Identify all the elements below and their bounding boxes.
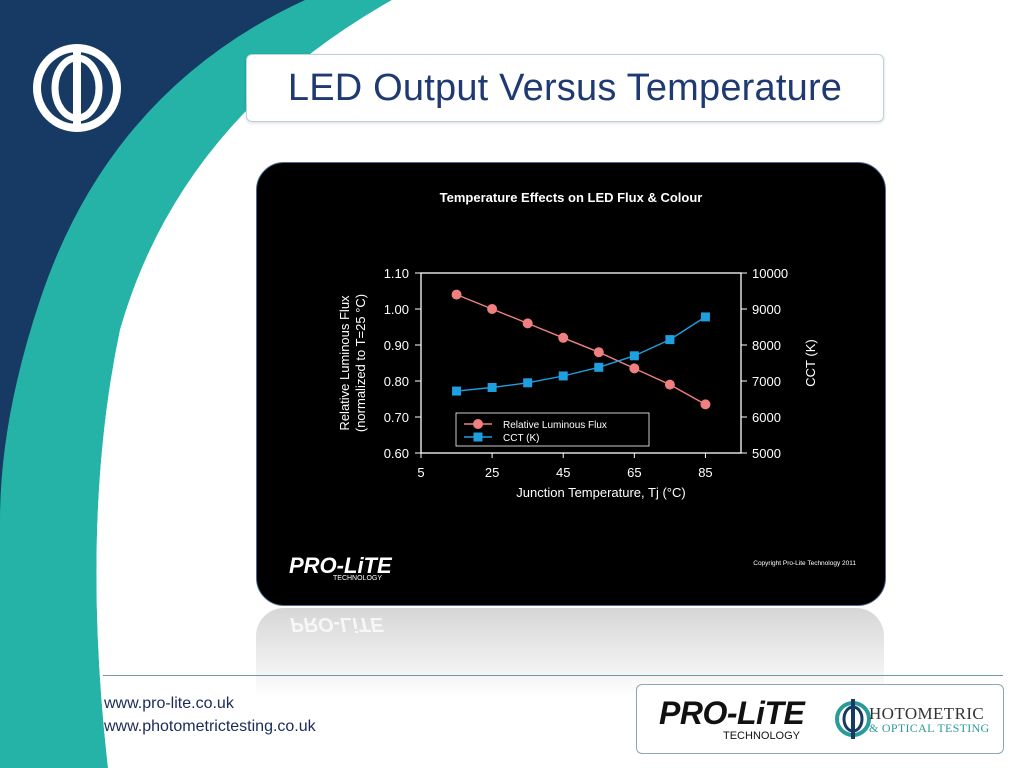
- flux-point: [629, 363, 640, 374]
- flux-point: [700, 399, 711, 410]
- y2-tick-label: 5000: [752, 446, 781, 461]
- legend-swatch-marker: [473, 419, 483, 429]
- legend-label: Relative Luminous Flux: [503, 420, 607, 431]
- cct-point: [594, 362, 604, 372]
- flux-point: [558, 332, 569, 343]
- teal-swoosh: [0, 0, 392, 768]
- cct-point: [523, 378, 533, 388]
- cct-point: [665, 335, 675, 345]
- y2-tick-label: 9000: [752, 302, 781, 317]
- y2-tick-label: 10000: [752, 266, 788, 281]
- reflection-wordmark: PRO-LiTE: [290, 613, 384, 635]
- y2-axis-label: CCT (K): [803, 339, 818, 386]
- phi-photometric-logo-icon: [835, 699, 871, 739]
- chart-panel: Temperature Effects on LED Flux & Colour…: [256, 162, 886, 606]
- copyright-note: Copyright Pro-Lite Technology 2011: [753, 560, 856, 567]
- cct-point: [629, 351, 639, 361]
- plot-frame: [420, 272, 742, 454]
- flux-point: [593, 347, 604, 358]
- x-tick-label: 65: [627, 465, 641, 480]
- y2-tick-label: 6000: [752, 410, 781, 425]
- title-box: LED Output Versus Temperature: [246, 54, 884, 122]
- prolite-technology: TECHNOLOGY: [333, 575, 382, 582]
- series-line-1: [456, 293, 706, 406]
- y-tick-label: 0.70: [384, 410, 409, 425]
- slide-title: LED Output Versus Temperature: [287, 66, 843, 109]
- legend-box: [455, 412, 650, 447]
- flux-point: [522, 318, 533, 329]
- series-line-2: [456, 316, 706, 392]
- chart: Temperature Effects on LED Flux & Colour…: [289, 190, 856, 582]
- y-axis-label: Relative Luminous Flux(normalized to T=2…: [337, 294, 368, 432]
- x-tick-label: 85: [698, 465, 712, 480]
- y-tick-label: 0.90: [384, 338, 409, 353]
- x-axis-label: Junction Temperature, Tj (°C): [516, 485, 685, 500]
- legend-label: CCT (K): [503, 433, 539, 444]
- flux-point: [487, 304, 498, 314]
- footer-prolite-technology: TECHNOLOGY: [723, 730, 801, 742]
- cct-point: [700, 312, 710, 322]
- footer-prolite-wordmark: PRO-LiTE: [659, 695, 805, 731]
- photometric-word: HOTOMETRIC: [869, 704, 985, 723]
- legend: Relative Luminous Flux CCT (K): [455, 412, 650, 447]
- footer-divider: [103, 675, 1003, 676]
- x-tick-label: 25: [485, 465, 499, 480]
- y2-tick-label: 8000: [752, 338, 781, 353]
- phi-circle-logo-icon: [33, 44, 121, 132]
- optical-testing-word: & OPTICAL TESTING: [869, 721, 990, 735]
- y-tick-label: 1.00: [384, 302, 409, 317]
- y-tick-label: 0.60: [384, 446, 409, 461]
- panel-reflection: PRO-LiTE: [256, 608, 884, 698]
- legend-swatch-marker: [473, 432, 483, 442]
- link-prolite[interactable]: www.pro-lite.co.uk: [104, 695, 234, 712]
- link-photometric[interactable]: www.photometrictesting.co.uk: [104, 718, 316, 735]
- navy-swoosh: [0, 0, 305, 768]
- flux-point: [664, 379, 675, 390]
- footer-logo-box: PRO-LiTE TECHNOLOGY HOTOMETRIC & OPTICAL…: [636, 684, 1004, 754]
- cct-point: [452, 386, 462, 396]
- y2-tick-label: 7000: [752, 374, 781, 389]
- cct-point: [487, 382, 497, 392]
- prolite-wordmark: PRO-LiTE: [289, 553, 393, 578]
- x-tick-label: 45: [556, 465, 570, 480]
- prolite-panel-logo: PRO-LiTE TECHNOLOGY: [289, 553, 393, 582]
- cct-point: [558, 371, 568, 381]
- y-tick-label: 0.80: [384, 374, 409, 389]
- flux-point: [451, 289, 462, 300]
- y-tick-label: 1.10: [384, 266, 409, 281]
- chart-title: Temperature Effects on LED Flux & Colour: [440, 190, 703, 205]
- x-tick-label: 5: [417, 465, 424, 480]
